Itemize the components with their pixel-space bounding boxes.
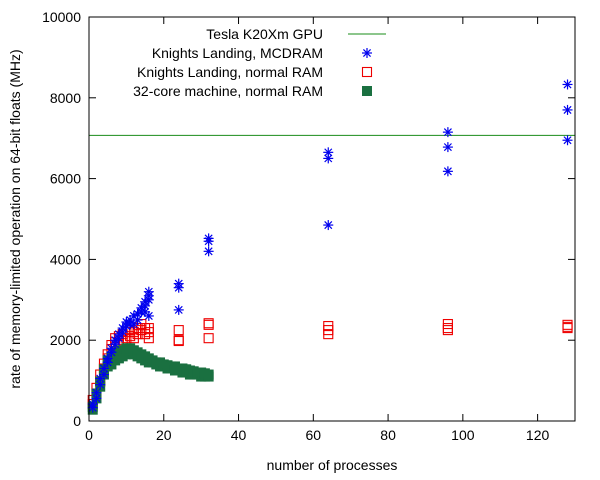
y-tick-label: 4000: [50, 251, 81, 267]
marker-stroke: [204, 247, 213, 256]
marker-stroke: [133, 315, 142, 325]
x-tick-label: 0: [85, 427, 93, 443]
data-point: [562, 135, 573, 146]
marker-stroke: [92, 394, 101, 403]
y-tick-label: 2000: [50, 332, 81, 348]
data-point: [442, 127, 453, 138]
data-point: [323, 329, 334, 340]
data-point: [143, 333, 154, 344]
series-asterisk: [87, 79, 573, 413]
marker-stroke: [103, 354, 112, 363]
marker-stroke: [88, 400, 97, 409]
y-tick-label: 6000: [50, 171, 81, 187]
data-point: [113, 329, 124, 340]
data-point: [203, 369, 214, 380]
data-point: [143, 323, 154, 334]
legend: Tesla K20Xm GPU Knights Landing, MCDRAM Kn…: [133, 26, 386, 99]
data-point: [132, 315, 143, 325]
legend-label: 32-core machine, normal RAM: [133, 83, 323, 99]
data-point: [143, 286, 154, 297]
data-point: [91, 387, 102, 398]
data-point: [98, 363, 109, 374]
marker-stroke: [174, 279, 183, 288]
marker-stroke: [443, 128, 452, 137]
data-point: [173, 325, 184, 336]
plot-marks: [87, 79, 575, 415]
x-axis-ticks: 0 20 40 60 80 100 120: [85, 17, 550, 443]
y-axis-ticks: 0 2000 4000 6000 8000 10000: [42, 9, 575, 429]
x-axis-label: number of processes: [267, 457, 398, 473]
y-axis-label: rate of memory-limited operation on 64-b…: [7, 49, 23, 388]
marker-stroke: [443, 143, 452, 152]
legend-label: Knights Landing, normal RAM: [137, 64, 323, 80]
marker-stroke: [563, 136, 572, 145]
data-point: [173, 335, 184, 347]
marker-stroke: [92, 388, 101, 397]
marker-stroke: [563, 80, 572, 89]
x-tick-label: 40: [231, 427, 247, 443]
y-tick-label: 8000: [50, 90, 81, 106]
data-point: [562, 323, 573, 334]
marker-stroke: [99, 370, 108, 379]
data-point: [95, 379, 106, 390]
legend-label: Tesla K20Xm GPU: [206, 26, 323, 42]
data-point: [102, 353, 113, 364]
marker-stroke: [174, 305, 183, 314]
data-point: [562, 79, 573, 90]
marker-stroke: [144, 311, 153, 320]
y-tick-label: 0: [73, 413, 81, 429]
data-point: [442, 325, 453, 336]
y-tick-label: 10000: [42, 9, 81, 25]
data-point: [323, 220, 334, 231]
legend-swatch-marker: [362, 86, 372, 96]
data-point: [143, 310, 154, 321]
x-tick-label: 80: [380, 427, 396, 443]
legend-label: Knights Landing, MCDRAM: [152, 45, 323, 61]
x-tick-label: 60: [306, 427, 322, 443]
marker-stroke: [324, 221, 333, 230]
x-tick-label: 20: [156, 427, 172, 443]
data-point: [173, 278, 184, 289]
marker-stroke: [141, 307, 150, 316]
legend-swatch-marker: [361, 66, 373, 78]
data-point: [203, 318, 214, 329]
data-point: [91, 393, 102, 404]
data-point: [203, 333, 214, 344]
data-point: [203, 246, 214, 257]
legend-swatch-marker: [362, 48, 372, 58]
data-point: [442, 142, 453, 153]
marker-stroke: [324, 154, 333, 163]
marker-stroke: [96, 380, 105, 389]
marker-stroke: [99, 364, 108, 373]
data-point: [323, 153, 334, 164]
data-point: [562, 319, 573, 330]
marker-stroke: [362, 48, 372, 58]
data-point: [562, 104, 573, 115]
marker-stroke: [204, 234, 213, 243]
data-point: [173, 304, 184, 315]
marker-stroke: [324, 148, 333, 157]
marker-stroke: [443, 167, 452, 176]
data-point: [203, 233, 214, 244]
x-tick-label: 120: [526, 427, 550, 443]
marker-stroke: [563, 105, 572, 114]
plot-frame: [88, 16, 576, 422]
series-filled-square: [87, 343, 214, 415]
x-tick-label: 100: [451, 427, 475, 443]
marker-stroke: [144, 287, 153, 296]
data-point: [442, 166, 453, 177]
